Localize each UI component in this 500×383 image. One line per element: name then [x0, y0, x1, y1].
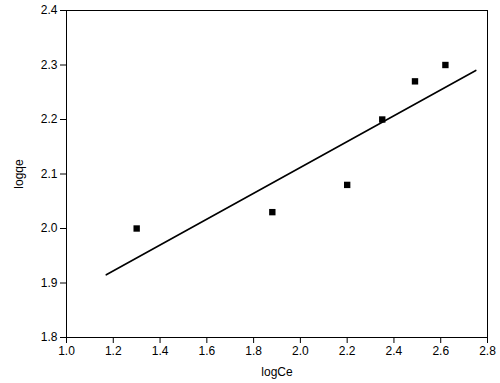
svg-text:1.4: 1.4: [152, 344, 169, 358]
svg-text:2.0: 2.0: [292, 344, 309, 358]
svg-text:2.4: 2.4: [386, 344, 403, 358]
svg-text:1.8: 1.8: [245, 344, 262, 358]
svg-text:2.3: 2.3: [41, 58, 58, 72]
svg-text:logqe: logqe: [12, 159, 26, 189]
svg-text:1.2: 1.2: [105, 344, 122, 358]
svg-text:1.8: 1.8: [41, 330, 58, 344]
svg-text:2.6: 2.6: [432, 344, 449, 358]
svg-text:2.2: 2.2: [41, 112, 58, 126]
svg-text:2.1: 2.1: [41, 167, 58, 181]
svg-text:2.2: 2.2: [339, 344, 356, 358]
svg-text:2.8: 2.8: [479, 344, 496, 358]
svg-text:1.9: 1.9: [41, 276, 58, 290]
svg-text:2.4: 2.4: [41, 3, 58, 17]
svg-text:logCe: logCe: [261, 365, 293, 379]
svg-text:1.0: 1.0: [58, 344, 75, 358]
svg-text:2.0: 2.0: [41, 221, 58, 235]
svg-text:1.6: 1.6: [198, 344, 215, 358]
